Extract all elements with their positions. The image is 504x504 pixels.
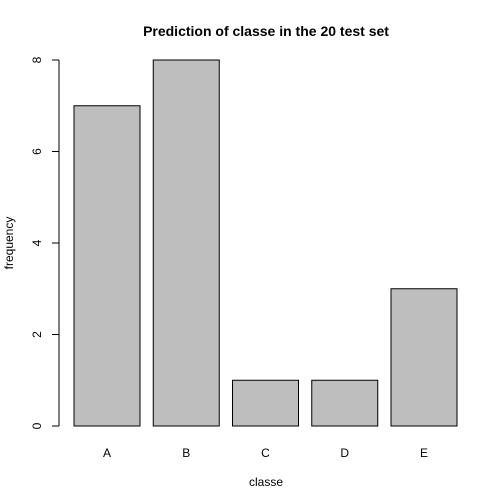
y-axis: 0 2 4 6 8 bbox=[30, 56, 60, 429]
x-tick-label: B bbox=[182, 446, 190, 460]
y-axis-label: frequency bbox=[2, 217, 16, 270]
bar-B bbox=[152, 59, 220, 427]
bar-D bbox=[311, 379, 379, 427]
y-tick-label: 6 bbox=[30, 148, 44, 155]
y-tick-label: 0 bbox=[30, 422, 44, 429]
y-tick-label: 2 bbox=[30, 331, 44, 338]
y-tick-label: 4 bbox=[30, 239, 44, 246]
x-tick-label: C bbox=[261, 446, 270, 460]
bar-C bbox=[232, 379, 299, 427]
bar-E bbox=[390, 288, 458, 427]
x-axis-label: classe bbox=[249, 475, 283, 489]
x-tick-label: D bbox=[340, 446, 349, 460]
x-tick-label: A bbox=[103, 446, 111, 460]
bars bbox=[73, 59, 458, 427]
bar-A bbox=[73, 105, 141, 427]
x-tick-label: E bbox=[420, 446, 428, 460]
chart-title: Prediction of classe in the 20 test set bbox=[143, 23, 389, 39]
y-tick-label: 8 bbox=[30, 56, 44, 63]
x-tick-labels: A B C D E bbox=[103, 446, 428, 460]
